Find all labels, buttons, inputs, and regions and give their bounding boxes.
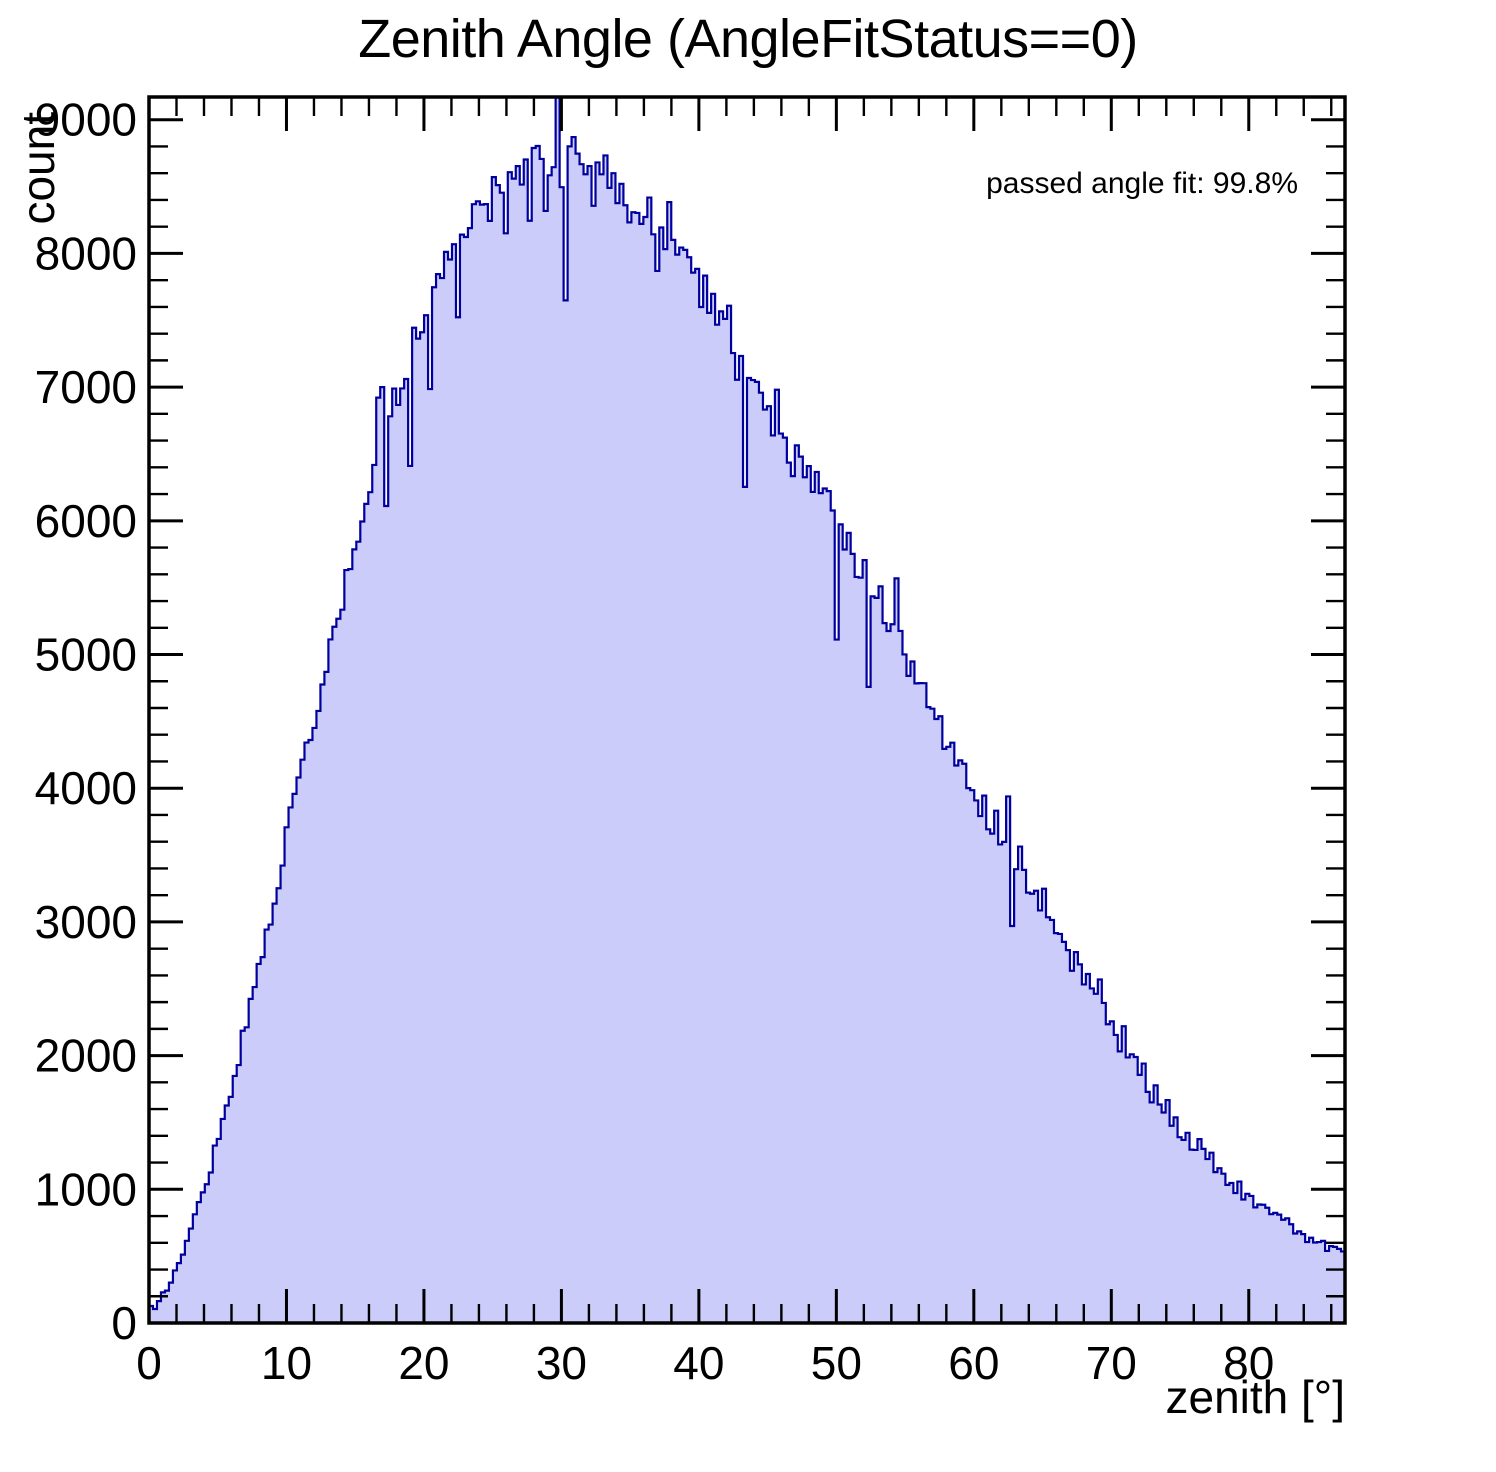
x-tick-label: 20 xyxy=(398,1337,449,1389)
plot-frame xyxy=(147,95,1347,1325)
histogram-series xyxy=(147,95,1347,1323)
y-tick-label: 8000 xyxy=(35,227,137,279)
y-tick-label: 9000 xyxy=(35,94,137,146)
x-tick-label: 0 xyxy=(136,1337,162,1389)
histogram-fill xyxy=(149,97,1345,1323)
y-tick-label: 4000 xyxy=(35,762,137,814)
y-axis-tick-labels: 0 1000 2000 3000 4000 5000 6000 7000 8000 9000 xyxy=(35,94,137,1349)
passed-fit-annotation: passed angle fit: 99.8% xyxy=(986,167,1298,200)
x-tick-label: 40 xyxy=(673,1337,724,1389)
x-tick-label: 30 xyxy=(536,1337,587,1389)
y-tick-label: 7000 xyxy=(35,361,137,413)
y-tick-label: 2000 xyxy=(35,1030,137,1082)
x-tick-label: 80 xyxy=(1223,1337,1274,1389)
y-tick-label: 5000 xyxy=(35,629,137,681)
x-axis-tick-labels: 0 10 20 30 40 50 60 70 80 xyxy=(136,1337,1274,1389)
x-tick-label: 60 xyxy=(948,1337,999,1389)
x-axis-ticks xyxy=(147,97,1333,1323)
x-axis-title: zenith [°] xyxy=(1166,1371,1346,1423)
y-tick-label: 6000 xyxy=(35,495,137,547)
x-tick-label: 50 xyxy=(811,1337,862,1389)
x-tick-label: 70 xyxy=(1086,1337,1137,1389)
page-title: Zenith Angle (AngleFitStatus==0) xyxy=(358,9,1138,69)
histogram-outline xyxy=(147,95,1347,1323)
y-tick-label: 0 xyxy=(111,1297,137,1349)
y-axis-title: count xyxy=(12,112,64,225)
y-tick-label: 1000 xyxy=(35,1163,137,1215)
y-tick-label: 3000 xyxy=(35,896,137,948)
x-tick-label: 10 xyxy=(261,1337,312,1389)
y-axis-ticks xyxy=(149,118,1345,1325)
